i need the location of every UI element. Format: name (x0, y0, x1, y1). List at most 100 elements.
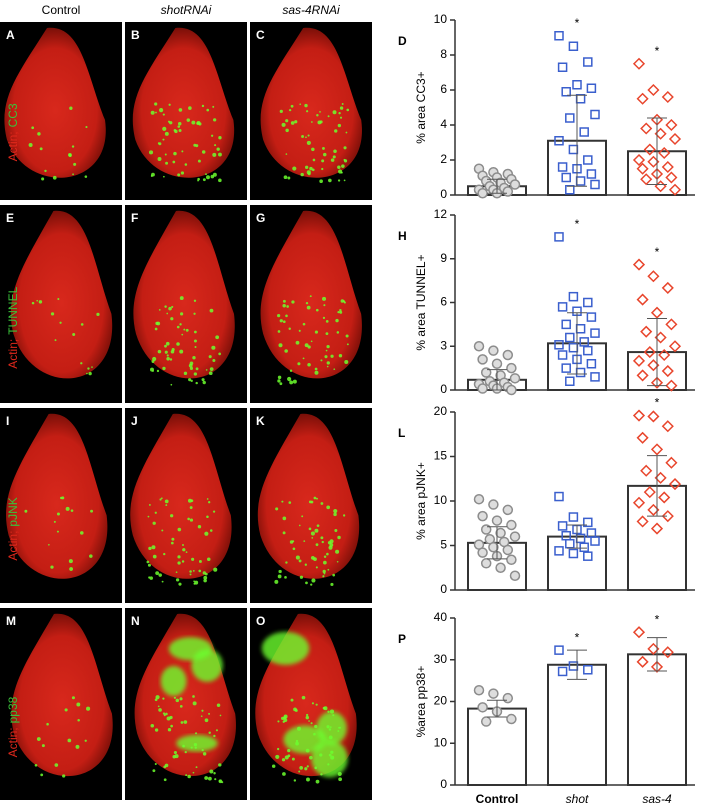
data-point (583, 155, 593, 165)
signal-speck (336, 331, 340, 334)
signal-speck (192, 701, 197, 706)
signal-speck (71, 696, 75, 700)
signal-speck (282, 772, 286, 776)
data-point (575, 94, 586, 104)
signal-speck (24, 509, 28, 513)
signal-speck (157, 157, 162, 161)
signal-speck (340, 171, 343, 174)
signal-speck (201, 104, 205, 108)
data-point (632, 409, 646, 422)
signal-speck (206, 498, 209, 500)
signal-speck (158, 309, 161, 311)
signal-speck (181, 333, 184, 336)
signal-speck (339, 309, 342, 312)
row-label: Actin; pJNK (6, 497, 20, 560)
signal-speck (214, 144, 217, 147)
signal-speck (204, 718, 209, 723)
signal-speck (342, 514, 346, 517)
signal-speck (282, 516, 287, 521)
signal-speck (326, 552, 329, 556)
row-label: Actin; pp38 (6, 696, 20, 757)
signal-speck (323, 560, 327, 565)
signal-speck (316, 524, 320, 528)
signal-speck (195, 381, 198, 385)
y-tick-label: 4 (440, 117, 447, 131)
signal-speck (303, 540, 306, 542)
signal-speck (306, 110, 309, 113)
signal-speck (290, 698, 294, 702)
signal-speck (300, 172, 304, 177)
signal-patch (176, 734, 218, 752)
signal-speck (208, 501, 211, 504)
data-point (583, 57, 593, 67)
error-bar (487, 369, 507, 391)
signal-speck (292, 379, 297, 384)
signal-speck (189, 518, 194, 522)
signal-speck (152, 521, 156, 525)
data-point (640, 464, 653, 477)
signal-speck (284, 755, 289, 760)
signal-speck (189, 570, 192, 573)
error-bar (567, 312, 587, 375)
signal-speck (147, 515, 150, 518)
signal-speck (208, 355, 212, 359)
data-point (506, 384, 517, 396)
signal-speck (208, 371, 213, 376)
signal-speck (50, 312, 55, 316)
signal-speck (307, 345, 311, 349)
signal-speck (85, 125, 88, 129)
micrograph (125, 22, 247, 200)
signal-speck (299, 765, 304, 770)
signal-speck (88, 371, 92, 376)
signal-speck (205, 173, 207, 176)
signal-speck (332, 155, 336, 159)
signal-speck (308, 720, 310, 722)
signal-speck (209, 769, 214, 774)
y-axis-label: % area pJNK+ (414, 462, 428, 540)
signal-speck (164, 350, 168, 354)
significance-mark: * (655, 396, 660, 410)
signal-speck (322, 569, 326, 574)
signal-speck (308, 527, 312, 531)
signal-speck (84, 739, 87, 742)
data-point (661, 646, 674, 659)
signal-speck (311, 702, 315, 705)
data-point (661, 364, 674, 378)
panel-letter: J (131, 414, 138, 428)
data-point (586, 169, 597, 179)
signal-speck (302, 357, 305, 360)
data-point (640, 173, 653, 186)
signal-speck (218, 152, 222, 157)
signal-speck (202, 752, 207, 756)
data-point (554, 31, 564, 41)
data-point (586, 359, 597, 369)
signal-speck (59, 321, 62, 324)
signal-speck (147, 563, 151, 567)
error-bar (647, 455, 667, 517)
signal-speck (165, 504, 168, 507)
signal-speck (90, 509, 94, 513)
signal-speck (285, 314, 288, 318)
signal-speck (306, 777, 310, 782)
significance-mark: * (575, 16, 580, 30)
signal-speck (277, 720, 280, 723)
signal-speck (163, 778, 167, 782)
signal-speck (197, 179, 199, 182)
signal-speck (31, 126, 35, 130)
y-tick-label: 0 (440, 382, 447, 396)
signal-speck (73, 162, 77, 166)
signal-speck (276, 747, 280, 751)
signal-speck (192, 569, 195, 572)
data-point (636, 162, 649, 175)
signal-speck (218, 779, 223, 784)
signal-speck (89, 554, 93, 558)
signal-speck (216, 147, 220, 151)
signal-speck (321, 540, 324, 544)
signal-speck (337, 165, 341, 169)
signal-speck (161, 580, 164, 583)
signal-speck (315, 543, 319, 547)
signal-speck (34, 763, 38, 767)
panel-letter: D (398, 34, 407, 48)
data-point (640, 122, 653, 135)
tissue (132, 27, 235, 178)
